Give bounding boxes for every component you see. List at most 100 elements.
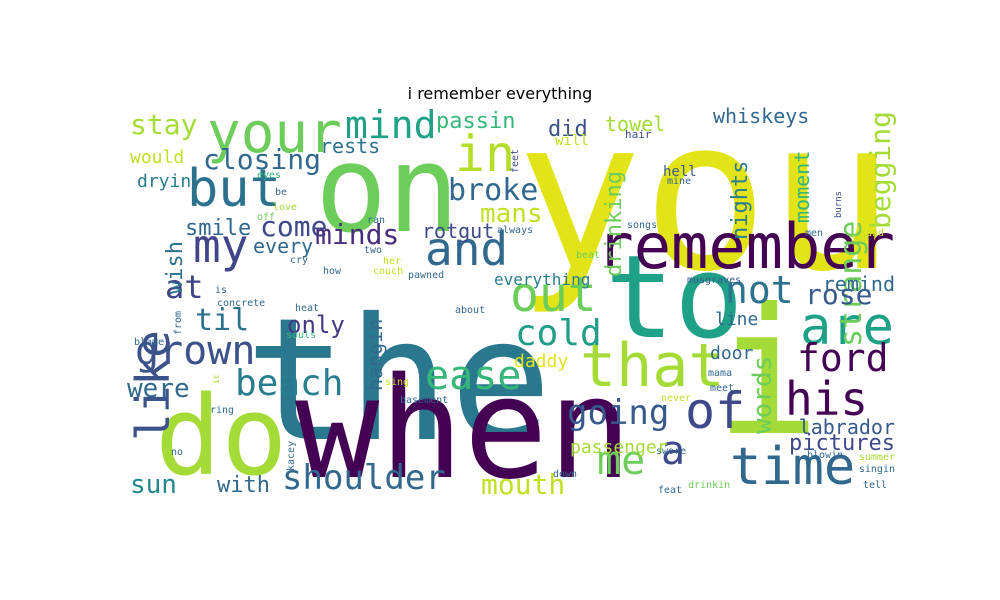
word-were: were (127, 374, 190, 404)
word-i: i (715, 272, 821, 475)
word-words: words (748, 355, 778, 434)
word-line: line (715, 309, 759, 330)
word-man: man (851, 233, 870, 244)
word-mans: mans (480, 199, 543, 229)
word-it: it (212, 373, 221, 384)
word-love: love (273, 202, 298, 213)
word-summer: summer (858, 452, 895, 463)
word-will: will (555, 133, 589, 149)
word-off: off (257, 212, 276, 223)
word-to: to (605, 231, 744, 365)
word-how: how (323, 266, 342, 277)
word-mine: mine (667, 176, 692, 187)
word-but: but (187, 159, 281, 219)
word-did: did (548, 117, 588, 142)
word-nights: nights (728, 160, 753, 241)
word-from: from (173, 310, 184, 335)
word-never: never (661, 393, 692, 404)
word-no: no (171, 447, 184, 458)
word-towel: towel (605, 112, 666, 136)
word-on: on (315, 121, 460, 260)
word-everything: everything (494, 270, 591, 289)
word-broke: broke (448, 173, 539, 208)
word-kacey: kacey (286, 440, 297, 471)
word-til: til (195, 303, 250, 338)
word-ring: ring (210, 405, 235, 416)
word-down: down (553, 469, 578, 480)
word-her: her (383, 256, 402, 267)
word-the: the (245, 282, 553, 480)
word-mind: mind (345, 103, 437, 147)
word-ford: ford (797, 336, 889, 380)
word-my: my (193, 219, 249, 273)
word-door: door (710, 343, 754, 364)
word-me: me (597, 438, 646, 484)
word-pawned: pawned (408, 270, 445, 281)
word-would: would (130, 147, 185, 168)
word-begging: begging (864, 110, 897, 229)
word-not: not (725, 268, 794, 312)
word-that: that (580, 331, 725, 401)
word-only: only (287, 311, 345, 339)
word-concrete: concrete (217, 298, 266, 309)
word-going: going (567, 393, 670, 433)
word-out: out (510, 267, 597, 323)
word-your: your (207, 101, 342, 166)
word-whiskeys: whiskeys (713, 104, 810, 128)
word-cry: cry (290, 255, 309, 266)
word-a: a (661, 428, 686, 474)
word-be: be (275, 187, 288, 198)
word-rotgut: rotgut (422, 219, 495, 243)
word-always: always (497, 225, 534, 236)
word-when: when (295, 348, 633, 511)
word-at: at (165, 268, 204, 306)
word-blame: blame (134, 337, 165, 348)
word-musgraves: musgraves (687, 275, 742, 286)
word-feet: feet (510, 148, 521, 173)
word-shoulder: shoulder (282, 458, 446, 498)
word-songs: songs (627, 220, 658, 231)
word-you: you (515, 73, 895, 318)
word-about: about (455, 305, 486, 316)
word-with: with (217, 473, 270, 498)
word-remember: remember (596, 210, 895, 283)
word-burns: burns (834, 190, 844, 218)
word-labrador: labrador (798, 415, 895, 439)
word-two: two (364, 245, 383, 256)
word-dryin: dryin (137, 171, 192, 192)
word-minds: minds (315, 218, 400, 251)
word-couch: couch (373, 266, 404, 277)
word-come: come (260, 210, 328, 243)
chart-title: i remember everything (407, 84, 593, 103)
word-of: of (685, 382, 746, 440)
word-wish: wish (163, 240, 188, 294)
word-is: is (215, 285, 228, 296)
word-do: do (155, 372, 288, 500)
word-remind: remind (822, 272, 895, 296)
word-hair: hair (625, 128, 652, 141)
word-hell: hell (663, 164, 697, 180)
word-his: his (785, 372, 869, 426)
word-and: and (425, 222, 509, 276)
word-blowin: blowin (807, 450, 844, 461)
word-closing: closing (203, 143, 322, 176)
word-meet: meet (710, 383, 735, 394)
word-singin: singin (858, 464, 895, 475)
word-time: time (730, 437, 856, 497)
word-tell: tell (863, 480, 888, 491)
word-stay: stay (130, 108, 198, 141)
word-ease: ease (425, 353, 522, 399)
word-beach: beach (235, 363, 344, 404)
word-moment: moment (790, 150, 814, 223)
word-daddy: daddy (514, 351, 569, 372)
word-drinking: drinking (602, 170, 627, 277)
word-hangin: hangin (363, 318, 387, 391)
word-mama: mama (708, 368, 733, 379)
word-in: in (455, 125, 516, 183)
word-rests: rests (320, 134, 381, 158)
word-sand: sand (860, 228, 885, 239)
word-passin: passin (436, 109, 516, 134)
word-eyes: eyes (257, 170, 282, 181)
word-souls: souls (286, 330, 317, 341)
word-grown: grown (135, 328, 256, 374)
